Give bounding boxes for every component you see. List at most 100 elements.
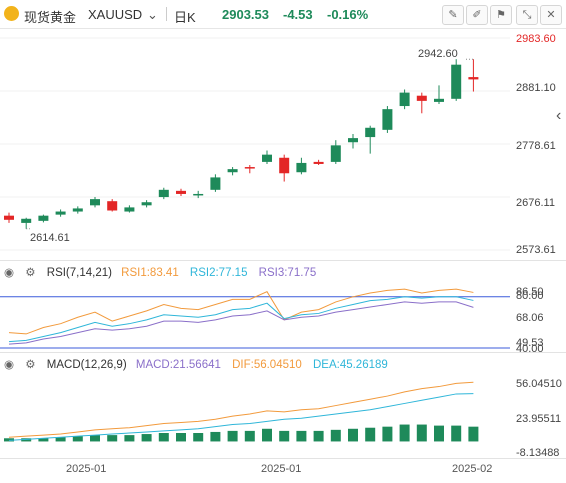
low-label: 2614.61 [30,232,70,244]
rsi3-line [8,301,474,345]
last-price: 2903.53 [222,7,269,22]
macd-histogram-bar [38,438,49,442]
candle-body [399,92,410,107]
x-tick-3: 2025-02 [452,463,493,475]
y-tick-3: 2778.61 [516,140,556,152]
candle-body [4,215,14,220]
symbol-code[interactable]: XAUUSD [88,7,143,22]
macd-histogram-bar [416,424,427,442]
macd-histogram-bar [227,430,238,442]
rsi-chart[interactable] [0,280,510,352]
macd-value: MACD:21.56641 [135,359,221,371]
candle-body [176,190,186,194]
macd-histogram-bar [158,433,169,442]
rsi-legend: ◉ ⚙ RSI(7,14,21) RSI1:83.41 RSI2:77.15 R… [4,265,324,279]
divider [166,7,167,21]
axis-divider [0,458,566,459]
candle-body [313,161,324,164]
macd-histogram-bar [279,430,290,442]
settings-icon[interactable]: ⚙ [25,359,36,371]
candle-body [348,138,358,143]
macd-histogram-bar [244,430,255,442]
rsi2-value: RSI2:77.15 [189,267,248,279]
y-tick-1: 2983.60 [516,33,556,45]
settings-icon[interactable]: ⚙ [25,267,36,279]
macd-y-tick-2: 23.95511 [516,413,562,425]
y-tick-5: 2573.61 [516,244,556,256]
dea-value: DEA:45.26189 [312,359,388,371]
rsi-y-tick-3: 68.06 [516,312,544,324]
candle-body [210,177,221,190]
candle-body [38,215,49,221]
macd-histogram-bar [399,424,410,442]
candle-body [382,109,393,130]
edit-icon[interactable]: ✎ [442,5,464,25]
collapse-icon[interactable]: ⤡ [516,5,538,25]
gold-logo-icon [4,6,19,21]
draw-icon[interactable]: ✐ [466,5,488,25]
y-tick-2: 2881.10 [516,82,556,94]
dif-line [8,381,474,438]
macd-legend: ◉ ⚙ MACD(12,26,9) MACD:21.56641 DIF:56.0… [4,357,396,371]
chevron-down-icon[interactable]: ⌄ [147,7,158,22]
candle-body [330,145,341,162]
macd-histogram-bar [193,433,204,442]
macd-y-tick-3: -8.13488 [516,447,560,459]
symbol-name: 现货黄金 [24,10,77,25]
rsi-y-tick-2: 80.00 [516,290,544,302]
candle-body [141,202,152,206]
eye-icon[interactable]: ◉ [4,359,15,371]
macd-histogram-bar [262,428,272,442]
candlestick-chart[interactable] [0,28,510,260]
rsi2-line [8,296,474,343]
candle-body [244,167,255,169]
candle-body [434,98,444,102]
macd-histogram-bar [4,438,14,442]
eye-icon[interactable]: ◉ [4,267,15,279]
macd-title[interactable]: MACD(12,26,9) [46,359,127,371]
macd-chart[interactable] [0,372,510,456]
macd-histogram-bar [296,430,307,442]
candle-body [279,157,290,174]
period-selector[interactable]: 日K [174,10,196,25]
macd-histogram-bar [55,437,66,442]
high-label: 2942.60 [418,48,458,60]
expand-panel-icon[interactable]: ‹ [556,107,562,124]
rsi3-value: RSI3:71.75 [258,267,317,279]
macd-histogram-bar [124,435,135,442]
candle-body [21,218,32,223]
panel-divider [0,352,566,353]
candle-body [193,193,204,196]
macd-histogram-bar [434,425,444,442]
candle-body [158,189,169,198]
price-change: -4.53 [283,7,313,22]
y-tick-4: 2676.11 [516,197,555,209]
marker-icon[interactable]: ⚑ [490,5,512,25]
macd-histogram-bar [210,431,221,442]
dif-value: DIF:56.04510 [232,359,302,371]
rsi-y-tick-5: 40.00 [516,343,544,355]
chart-header: 现货黄金 XAUUSD ⌄ 日K 2903.53 -4.53 -0.16% ✎ … [0,0,566,29]
candle-body [468,77,479,80]
price-change-pct: -0.16% [327,7,369,22]
rsi-y-tick-4: 49.53 [516,337,544,349]
macd-y-tick-1: 56.04510 [516,378,562,390]
macd-histogram-bar [72,436,83,442]
rsi-y-tick-1: 86.50 [516,286,544,298]
macd-histogram-bar [330,429,341,442]
candle-body [296,162,307,173]
close-icon[interactable]: ✕ [540,5,562,25]
candle-body [107,201,118,211]
macd-histogram-bar [382,426,393,442]
macd-histogram-bar [90,435,100,442]
rsi-title[interactable]: RSI(7,14,21) [46,267,112,279]
x-tick-2: 2025-01 [261,463,302,475]
macd-histogram-bar [468,426,479,442]
candle-body [124,207,135,212]
macd-histogram-bar [313,430,324,442]
rsi1-value: RSI1:83.41 [121,267,179,279]
macd-histogram-bar [141,434,152,442]
candle-body [365,127,376,138]
macd-histogram-bar [21,438,32,442]
candle-body [55,211,66,215]
